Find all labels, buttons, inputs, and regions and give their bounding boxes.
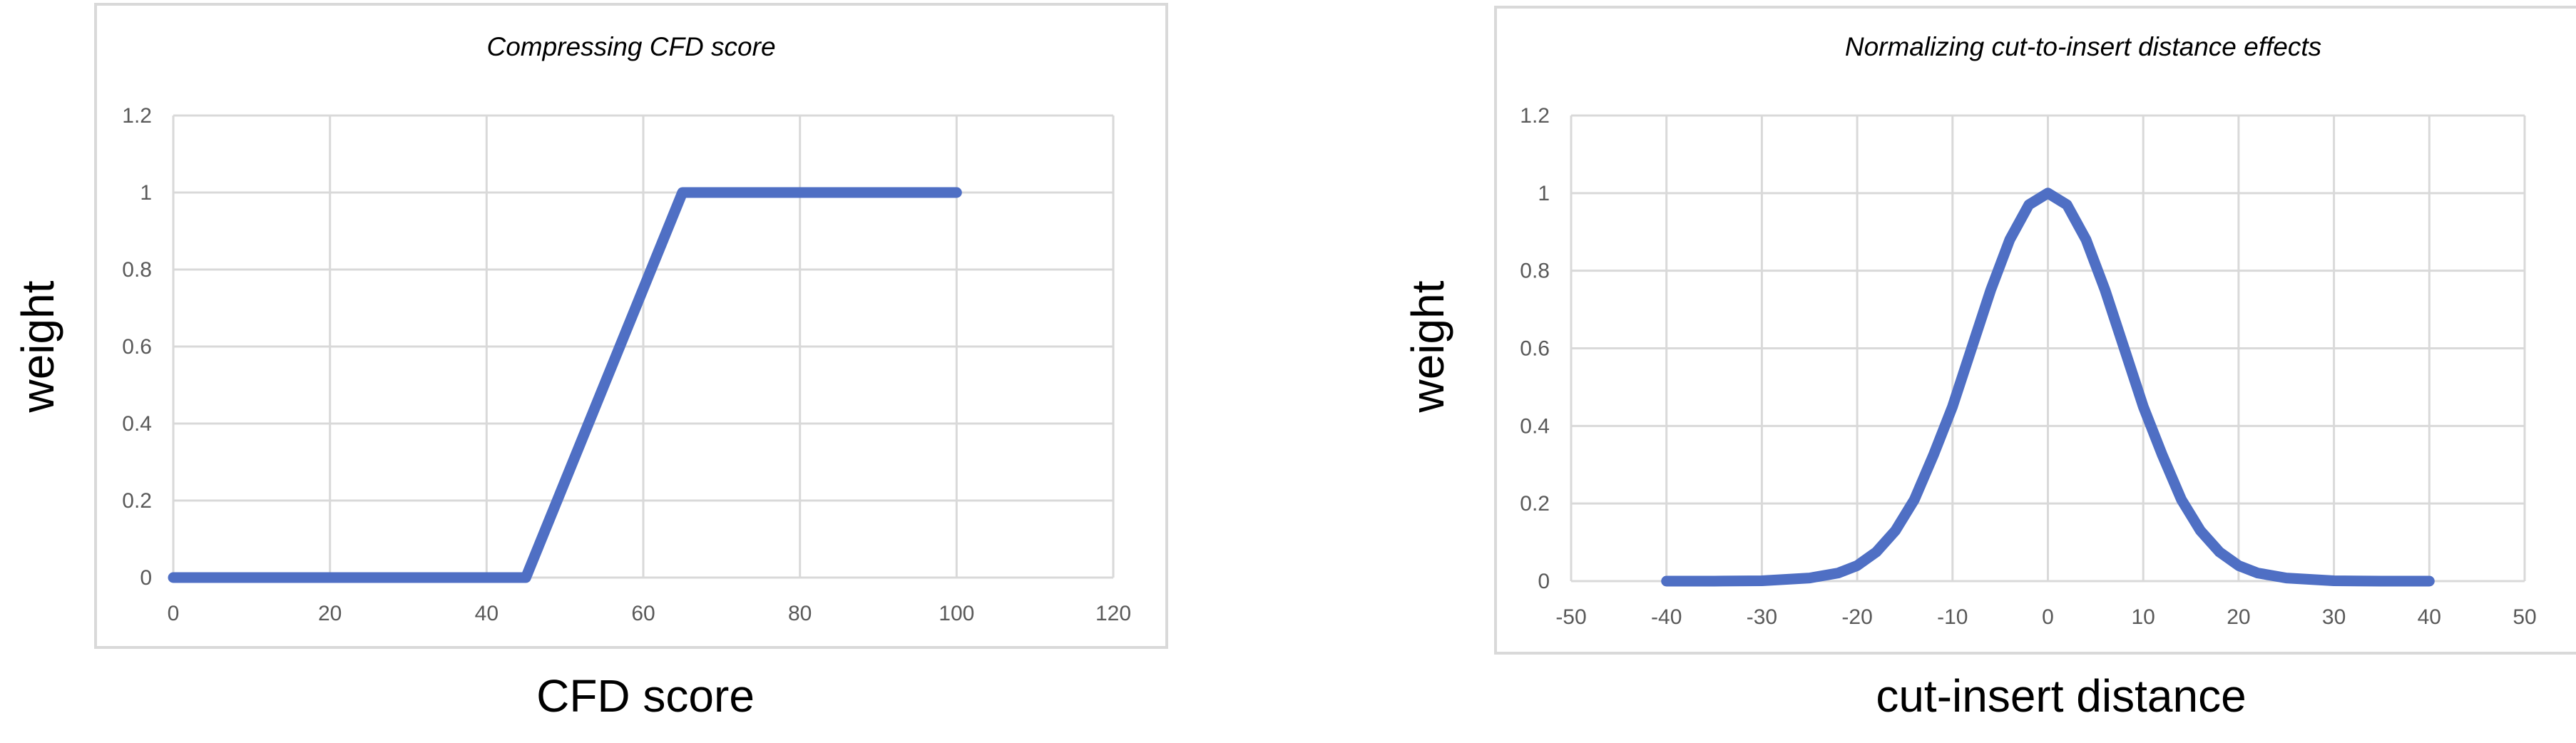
x-tick-label: 60 [631, 602, 655, 625]
series-line [1661, 188, 2435, 587]
y-tick-label: 0.8 [122, 258, 152, 282]
y-tick-label: 1 [140, 181, 152, 205]
y-tick-label: 0.2 [1520, 492, 1550, 516]
y-tick-label: 1 [1538, 182, 1550, 205]
y-tick-label: 0.4 [122, 412, 152, 436]
chart-title: Normalizing cut-to-insert distance effec… [1845, 32, 2321, 61]
y-tick-label: 0 [140, 566, 152, 590]
x-tick-label: 50 [2513, 605, 2536, 629]
x-tick-label: -40 [1651, 605, 1682, 629]
x-tick-label: -50 [1555, 605, 1586, 629]
x-tick-label: 40 [2418, 605, 2441, 629]
x-tick-label: 40 [475, 602, 499, 625]
chart-panel-cfd: Compressing CFD score 0 0.2 0.4 0.6 0.8 1 1.2 0 2… [0, 0, 1212, 743]
x-axis-label: CFD score [536, 670, 755, 722]
x-tick-label: 100 [939, 602, 974, 625]
series-line [168, 187, 962, 583]
x-tick-label: 20 [318, 602, 342, 625]
y-tick-label: 0.2 [122, 489, 152, 513]
x-tick-label: 80 [788, 602, 812, 625]
chart-title: Compressing CFD score [486, 32, 775, 61]
x-tick-label: -20 [1841, 605, 1872, 629]
chart-frame [1494, 6, 2576, 655]
x-tick-label: 0 [168, 602, 180, 625]
x-tick-label: -30 [1747, 605, 1777, 629]
y-axis-label: weight [12, 280, 63, 413]
x-tick-label: -10 [1937, 605, 1968, 629]
y-tick-label: 0.8 [1520, 260, 1550, 283]
y-tick-label: 0.6 [122, 335, 152, 359]
x-tick-label: 20 [2227, 605, 2250, 629]
chart-cfd-score: Compressing CFD score 0 0.2 0.4 0.6 0.8 1 1.2 0 2… [12, 3, 1168, 722]
y-tick-label: 0.4 [1520, 414, 1550, 438]
x-axis-label: cut-insert distance [1876, 670, 2246, 722]
y-tick-label: 1.2 [122, 104, 152, 128]
y-tick-label: 0.6 [1520, 337, 1550, 361]
y-axis-label: weight [1402, 280, 1453, 413]
x-tick-label: 30 [2322, 605, 2346, 629]
chart-cut-insert-distance: Normalizing cut-to-insert distance effec… [1402, 6, 2576, 722]
chart-panel-distance: Normalizing cut-to-insert distance effec… [1398, 0, 2576, 743]
y-tick-label: 1.2 [1520, 104, 1550, 128]
x-tick-label: 10 [2132, 605, 2155, 629]
y-tick-label: 0 [1538, 570, 1550, 593]
x-tick-label: 120 [1095, 602, 1131, 625]
x-tick-label: 0 [2042, 605, 2054, 629]
